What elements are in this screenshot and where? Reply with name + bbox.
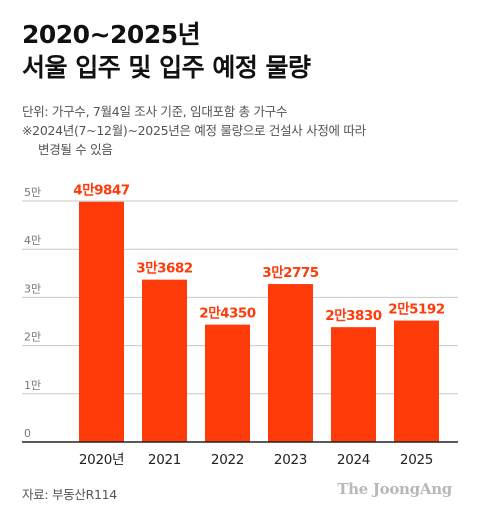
bar [331, 327, 376, 442]
x-tick-label: 2020년 [79, 452, 124, 468]
data-label: 2만4350 [199, 306, 255, 322]
bar [79, 201, 124, 442]
chart-title: 2020~2025년 서울 입주 및 입주 예정 물량 [22, 18, 311, 84]
x-tick-label: 2023 [274, 452, 307, 468]
y-tick-label: 0 [24, 427, 31, 440]
bar [394, 320, 439, 442]
x-tick-label: 2025 [400, 452, 433, 468]
chart-notes: 단위: 가구수, 7월4일 조사 기준, 임대포함 총 가구수 ※2024년(7… [22, 102, 366, 159]
y-tick-label: 2만 [24, 331, 41, 344]
y-tick-label: 3만 [24, 282, 41, 295]
title-line-1: 2020~2025년 [22, 20, 201, 49]
x-tick-label: 2022 [211, 452, 244, 468]
y-tick-label: 1만 [24, 379, 41, 392]
data-label: 2만5192 [388, 302, 444, 318]
data-label: 3만2775 [262, 265, 318, 281]
forecast-note: ※2024년(7~12월)~2025년은 예정 물량으로 건설사 사정에 따라 [22, 123, 366, 138]
data-label: 2만3830 [325, 308, 381, 324]
unit-note: 단위: 가구수, 7월4일 조사 기준, 임대포함 총 가구수 [22, 104, 288, 119]
bar [205, 324, 250, 442]
data-label: 3만3682 [136, 261, 192, 277]
data-label: 4만9847 [73, 183, 129, 199]
y-tick-label: 5만 [24, 186, 41, 199]
forecast-note-continued: 변경될 수 있음 [38, 142, 113, 157]
x-tick-label: 2024 [337, 452, 370, 468]
bar [268, 284, 313, 442]
title-line-2: 서울 입주 및 입주 예정 물량 [22, 53, 311, 82]
brand-logo: The JoongAng [337, 480, 452, 498]
bar [142, 279, 187, 442]
y-tick-label: 4만 [24, 234, 41, 247]
x-tick-label: 2021 [148, 452, 181, 468]
source-note: 자료: 부동산R114 [22, 487, 117, 502]
